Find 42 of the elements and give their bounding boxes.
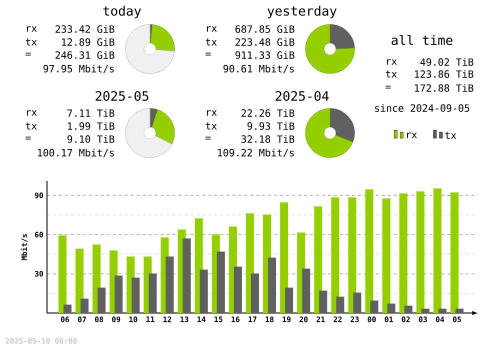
text: = <box>26 52 31 56</box>
text: = <box>386 86 391 89</box>
text: 911.33 GiB <box>235 51 294 59</box>
text: = <box>26 136 31 140</box>
chart-title: 2025-05 <box>96 91 148 101</box>
text: tx <box>206 38 217 46</box>
chart-title: 2025-04 <box>276 91 329 101</box>
text: 9.10 TiB <box>67 135 114 143</box>
chart-title: today <box>103 6 141 18</box>
text: tx <box>26 38 37 46</box>
text: 9.93 TiB <box>247 122 294 130</box>
text: = <box>206 52 211 56</box>
text: 90.61 Mbit/s <box>223 64 294 74</box>
legend-label: rx <box>407 132 417 138</box>
text: tx <box>206 122 217 130</box>
text: 32.18 TiB <box>241 135 294 143</box>
text: rx <box>26 110 37 116</box>
text: rx <box>206 26 217 32</box>
text: 22.26 TiB <box>242 109 294 117</box>
text: all time <box>392 34 452 46</box>
text: tx <box>26 122 37 130</box>
text: 246.31 GiB <box>56 51 114 59</box>
text: rx <box>386 59 397 65</box>
text: since 2024-09-05 <box>375 104 470 112</box>
text: 233.42 GiB <box>56 25 114 33</box>
chart-title: yesterday <box>268 6 337 18</box>
text: 1.99 TiB <box>68 122 114 130</box>
text: 109.22 Mbit/s <box>218 148 294 158</box>
text: 100.17 Mbit/s <box>38 148 114 158</box>
text: 7.11 TiB <box>67 109 114 117</box>
text: 223.48 GiB <box>236 38 294 46</box>
text: = <box>206 136 211 140</box>
text: 97.95 Mbit/s <box>43 64 114 74</box>
text: rx <box>206 110 217 116</box>
text: 12.89 GiB <box>62 38 114 46</box>
text: 172.88 TiB <box>415 84 474 92</box>
text: 687.85 GiB <box>235 25 294 33</box>
text: rx <box>26 26 37 32</box>
legend-label: tx <box>445 132 456 139</box>
text: 49.02 TiB <box>420 58 474 66</box>
text: 123.86 TiB <box>415 70 474 78</box>
text: tx <box>386 70 397 78</box>
